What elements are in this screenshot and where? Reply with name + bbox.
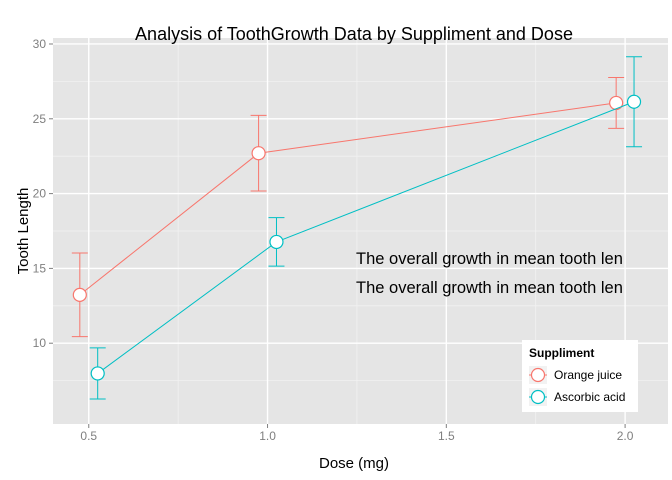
x-tick-label: 2.0 (617, 429, 634, 443)
major-gridlines (53, 38, 668, 424)
axis-layer: 0.5 1.0 1.5 2.0 10 15 20 25 30 (33, 37, 634, 443)
legend-label: Ascorbic acid (554, 390, 625, 404)
x-axis-label: Dose (mg) (319, 455, 389, 472)
legend-key-point (530, 367, 546, 383)
legend-label: Orange juice (554, 368, 622, 382)
annotation-text: The overall growth in mean tooth len (356, 250, 623, 268)
series-orange-juice (71, 76, 625, 338)
data-point (609, 95, 624, 111)
y-tick-label: 15 (33, 261, 47, 275)
x-tick-label: 1.5 (438, 429, 455, 443)
y-tick-label: 10 (33, 336, 47, 350)
legend-item: Orange juice (529, 366, 622, 384)
y-tick-label: 20 (33, 187, 47, 201)
legend: Suppliment Orange juice Ascorbic acid (522, 340, 638, 412)
annotation-text: The overall growth in mean tooth len (356, 279, 623, 297)
y-axis-label: Tooth Length (15, 188, 32, 275)
x-tick-label: 0.5 (80, 429, 97, 443)
annotation-layer: The overall growth in mean tooth len The … (356, 250, 623, 297)
data-point (90, 366, 105, 381)
data-point (626, 94, 642, 109)
series-ascorbic-acid (89, 56, 643, 400)
data-point (72, 287, 87, 302)
legend-item: Ascorbic acid (529, 388, 625, 406)
legend-key-point (530, 389, 546, 405)
chart-title: Analysis of ToothGrowth Data by Supplime… (135, 24, 573, 44)
legend-items: Orange juice Ascorbic acid (529, 366, 625, 406)
x-tick-label: 1.0 (259, 429, 276, 443)
series-layer (71, 56, 643, 400)
data-point (251, 146, 266, 161)
legend-title: Suppliment (529, 346, 594, 360)
y-tick-label: 30 (33, 37, 47, 51)
data-point (269, 234, 284, 250)
y-tick-label: 25 (33, 112, 47, 126)
minor-gridlines (53, 38, 668, 424)
